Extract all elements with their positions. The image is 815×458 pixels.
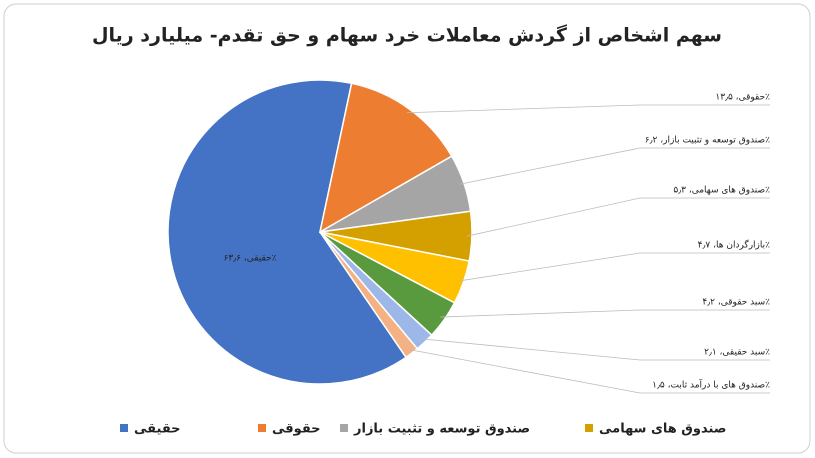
data-label: حقوقی، ۱۳٫۵٪ xyxy=(715,93,770,103)
data-label: صندوق توسعه و تثبیت بازار، ۶٫۲٪ xyxy=(645,136,770,146)
legend-label: حقوقی xyxy=(272,422,321,437)
leader-line xyxy=(406,104,770,114)
legend-swatch xyxy=(340,424,348,432)
leader-line xyxy=(421,338,770,361)
leader-line xyxy=(408,349,770,394)
pie-slice xyxy=(167,79,408,385)
data-label: سبد حقیقی، ۲٫۱٪ xyxy=(704,348,770,358)
legend-label: صندوق توسعه و تثبیت بازار xyxy=(353,422,530,437)
leader-line xyxy=(467,197,770,237)
leader-line xyxy=(459,147,770,185)
pie-slice xyxy=(318,82,453,234)
data-label: بازارگردان ها، ۴٫۷٪ xyxy=(698,239,771,251)
chart-title: سهم اشخاص از گردش معاملات خرد سهام و حق … xyxy=(92,24,722,47)
data-label: صندوق های با درآمد ثابت، ۱٫۵٪ xyxy=(652,379,770,391)
legend-label: صندوق های سهامی xyxy=(599,422,726,437)
legend-swatch xyxy=(120,424,128,432)
data-label: سبد حقوقی، ۴٫۲٪ xyxy=(702,298,770,308)
legend-label: حقیقی xyxy=(134,422,181,437)
legend-swatch xyxy=(585,424,593,432)
legend-swatch xyxy=(258,424,266,432)
leader-line xyxy=(459,252,770,282)
leader-line xyxy=(440,309,770,318)
data-label: صندوق های سهامی، ۵٫۳٪ xyxy=(673,186,770,196)
data-label: حقیقی، ۶۳٫۶٪ xyxy=(224,254,277,264)
pie-slice xyxy=(319,231,419,359)
